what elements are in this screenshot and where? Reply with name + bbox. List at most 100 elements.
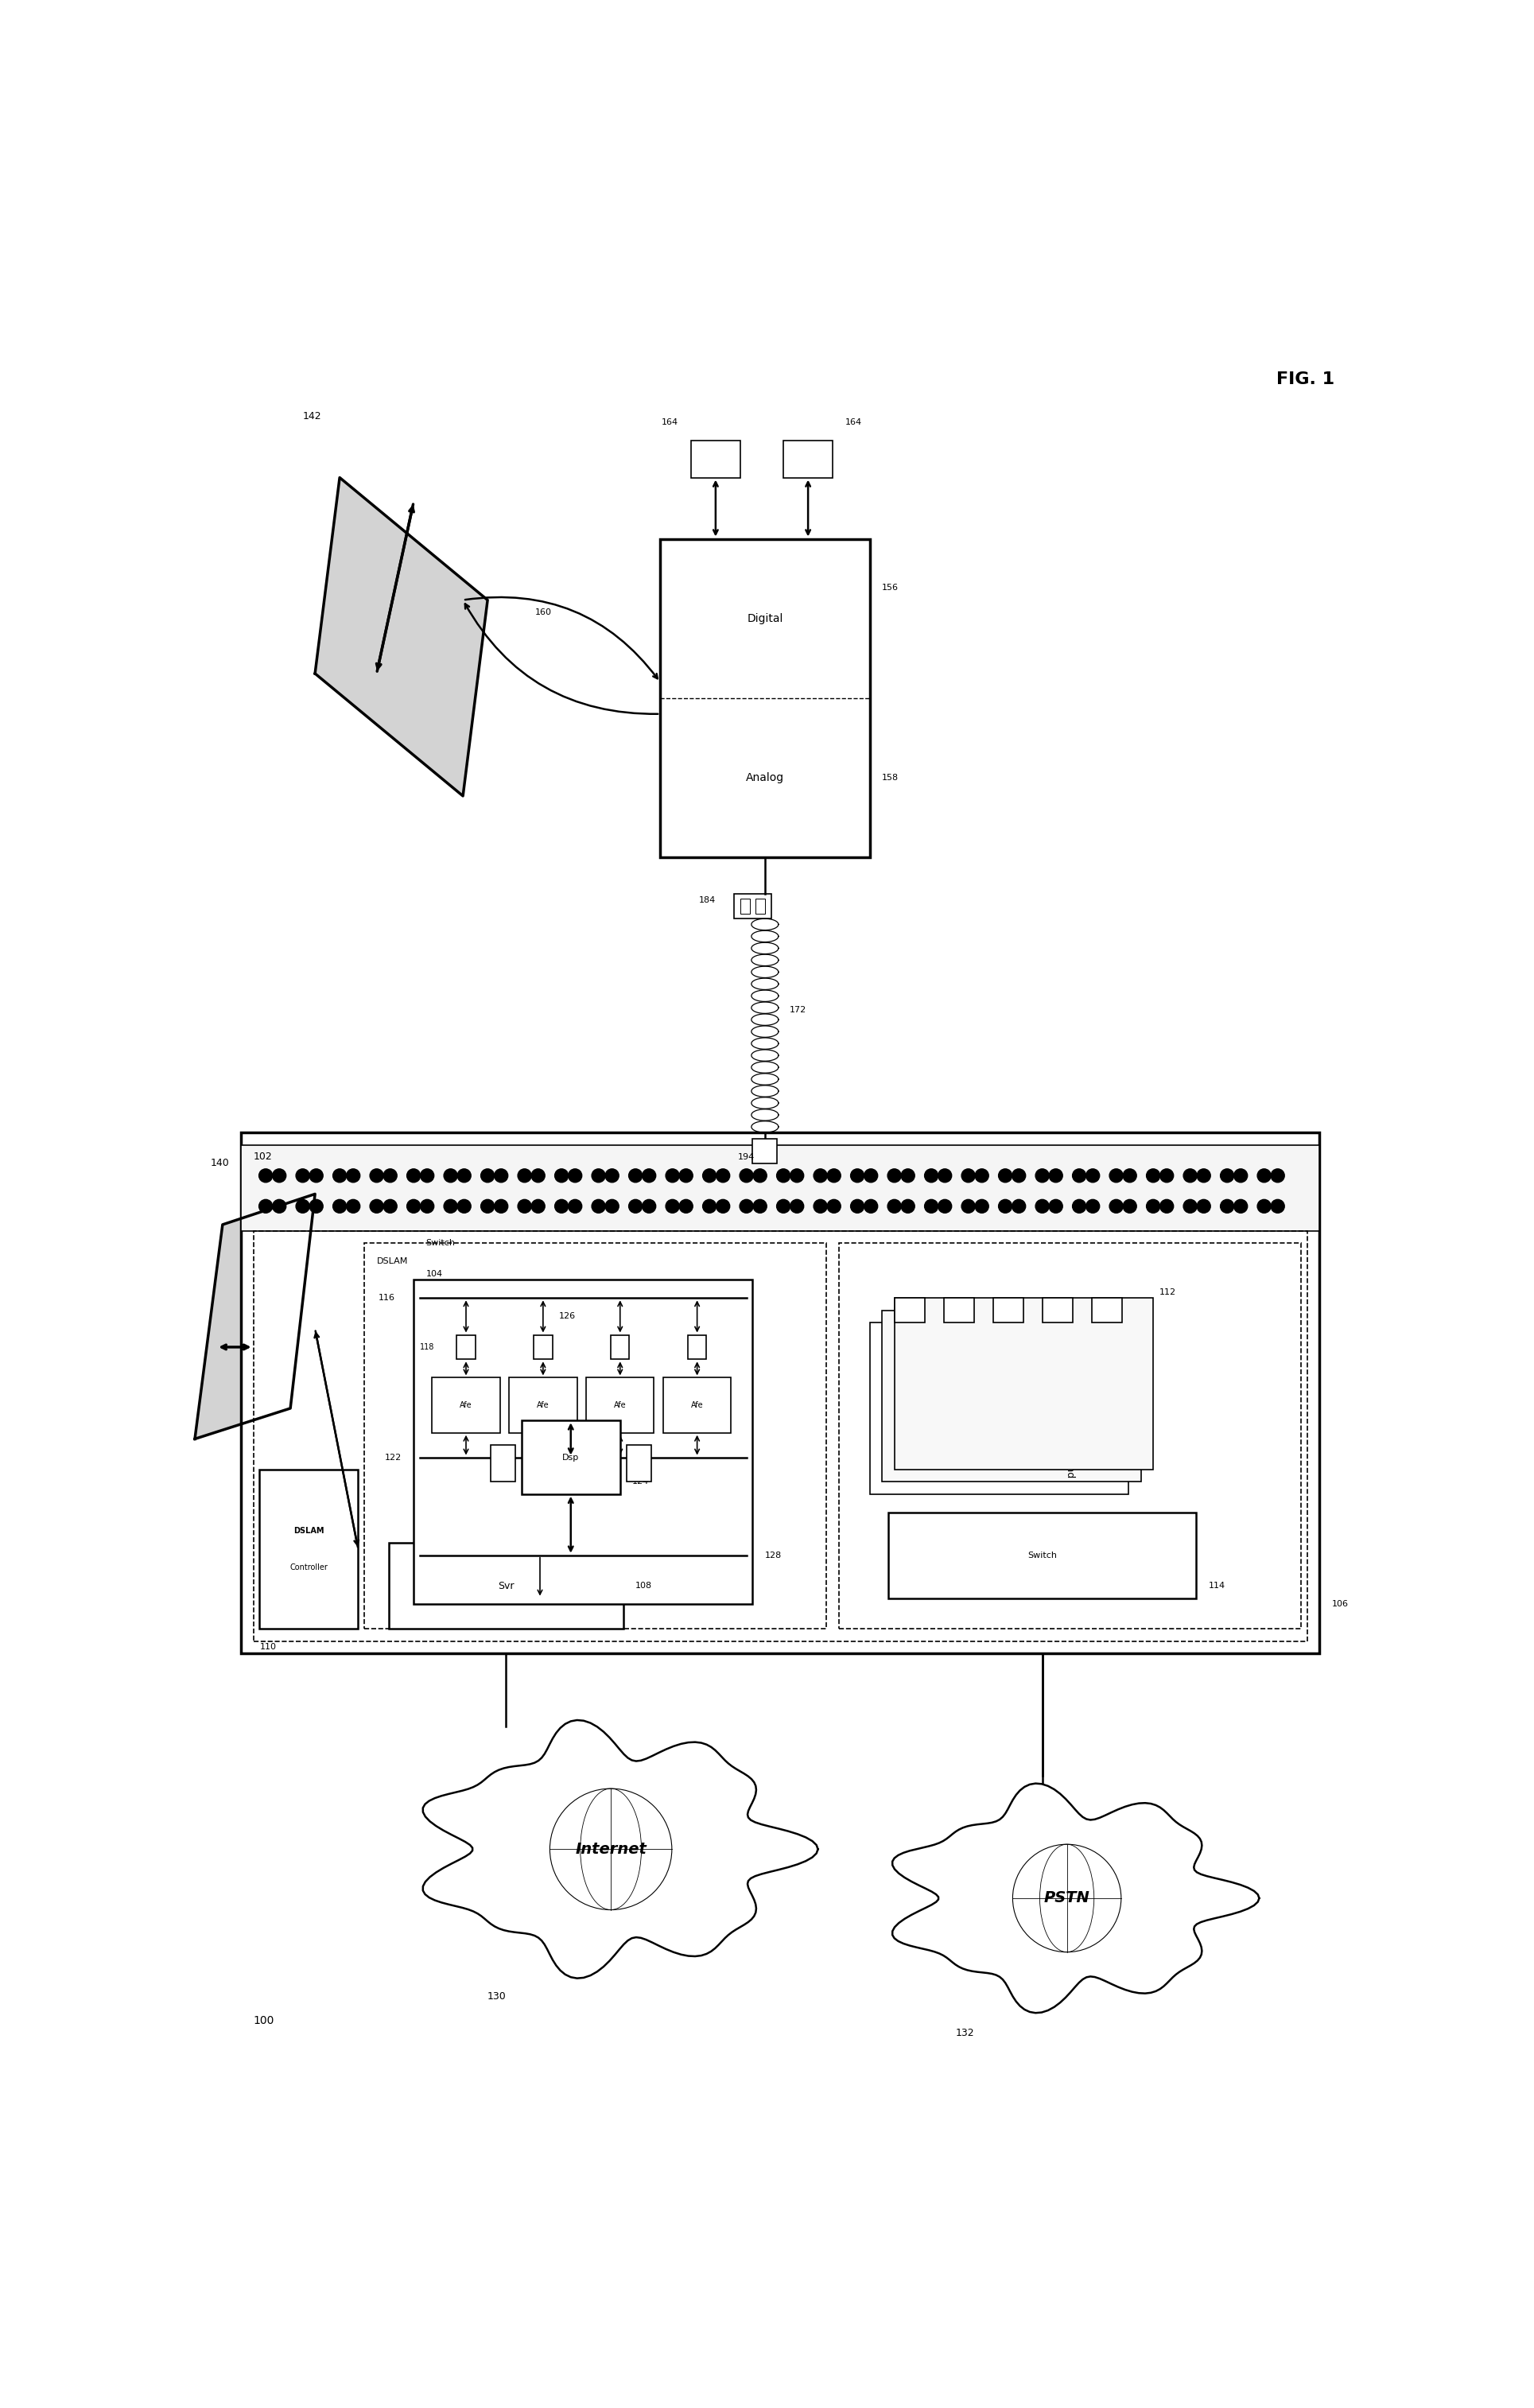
Bar [534,1334,552,1361]
Circle shape [1012,1168,1026,1182]
Circle shape [888,1168,900,1182]
Bar [839,1243,1301,1628]
Circle shape [827,1168,841,1182]
Text: 194: 194 [738,1153,755,1161]
Circle shape [1072,1168,1086,1182]
Circle shape [776,1199,790,1214]
Circle shape [999,1199,1012,1214]
Circle shape [1146,1199,1160,1214]
Circle shape [900,1168,914,1182]
Circle shape [407,1199,420,1214]
Bar [992,1298,1023,1322]
Bar [784,441,833,477]
Circle shape [739,1168,753,1182]
Text: 108: 108 [635,1582,652,1589]
Circle shape [606,1199,618,1214]
Circle shape [888,1199,900,1214]
Circle shape [753,1168,767,1182]
Text: Switch: Switch [1028,1551,1057,1560]
Bar [611,1334,629,1361]
Bar [433,1377,500,1433]
Circle shape [1221,1168,1233,1182]
Text: 164: 164 [845,419,862,426]
Circle shape [310,1168,324,1182]
Circle shape [568,1199,581,1214]
Bar [756,898,765,913]
Text: 118: 118 [420,1344,434,1351]
Circle shape [1258,1168,1270,1182]
Circle shape [370,1199,384,1214]
Text: 172: 172 [790,1007,807,1014]
Circle shape [703,1168,716,1182]
Circle shape [643,1168,657,1182]
Circle shape [480,1199,494,1214]
Circle shape [296,1168,310,1182]
Text: 110: 110 [259,1642,276,1652]
Circle shape [680,1199,693,1214]
Bar [687,1334,706,1361]
Circle shape [827,1199,841,1214]
Circle shape [976,1168,988,1182]
Polygon shape [195,1194,314,1440]
Circle shape [310,1199,324,1214]
Text: FIG. 1: FIG. 1 [1276,371,1335,388]
Text: 124: 124 [632,1479,649,1486]
Circle shape [531,1199,545,1214]
Circle shape [643,1199,657,1214]
Text: 128: 128 [765,1551,782,1560]
Text: 114: 114 [1209,1582,1226,1589]
Bar [491,1445,515,1481]
Circle shape [1086,1199,1100,1214]
Circle shape [925,1168,939,1182]
Circle shape [296,1199,310,1214]
Text: DSLAM: DSLAM [377,1257,408,1264]
Bar [1092,1298,1123,1322]
Circle shape [420,1199,434,1214]
Circle shape [457,1199,471,1214]
Circle shape [629,1199,643,1214]
Text: Internet: Internet [575,1842,646,1857]
Bar [690,441,741,477]
Circle shape [370,1168,384,1182]
Circle shape [443,1199,457,1214]
Circle shape [1233,1168,1247,1182]
Text: 160: 160 [535,609,551,616]
Circle shape [962,1199,976,1214]
Text: 142: 142 [302,412,322,421]
Circle shape [925,1199,939,1214]
Circle shape [976,1199,988,1214]
Text: 122: 122 [385,1454,402,1462]
Bar [735,893,772,917]
Circle shape [273,1199,285,1214]
Text: Digital: Digital [747,612,782,624]
Circle shape [790,1199,804,1214]
Circle shape [518,1168,531,1182]
Bar [457,1334,476,1361]
Text: Svr: Svr [499,1580,514,1592]
Circle shape [1258,1199,1270,1214]
Circle shape [939,1168,951,1182]
Text: Afe: Afe [537,1401,549,1409]
Bar [509,1377,577,1433]
Circle shape [606,1168,618,1182]
Circle shape [1183,1168,1197,1182]
Circle shape [259,1199,273,1214]
Text: Afe: Afe [690,1401,703,1409]
Circle shape [900,1199,914,1214]
Circle shape [1109,1199,1123,1214]
Bar [414,1279,753,1604]
Circle shape [1233,1199,1247,1214]
Circle shape [1012,1199,1026,1214]
Text: Afe: Afe [614,1401,626,1409]
Circle shape [531,1168,545,1182]
Bar [870,1322,1129,1493]
Circle shape [1035,1199,1049,1214]
Circle shape [962,1168,976,1182]
Bar [241,1132,1319,1654]
Bar [259,1469,357,1628]
Bar [364,1243,827,1628]
Text: 116: 116 [379,1293,396,1303]
Circle shape [347,1168,360,1182]
Text: 100: 100 [253,2015,275,2025]
Circle shape [1183,1199,1197,1214]
